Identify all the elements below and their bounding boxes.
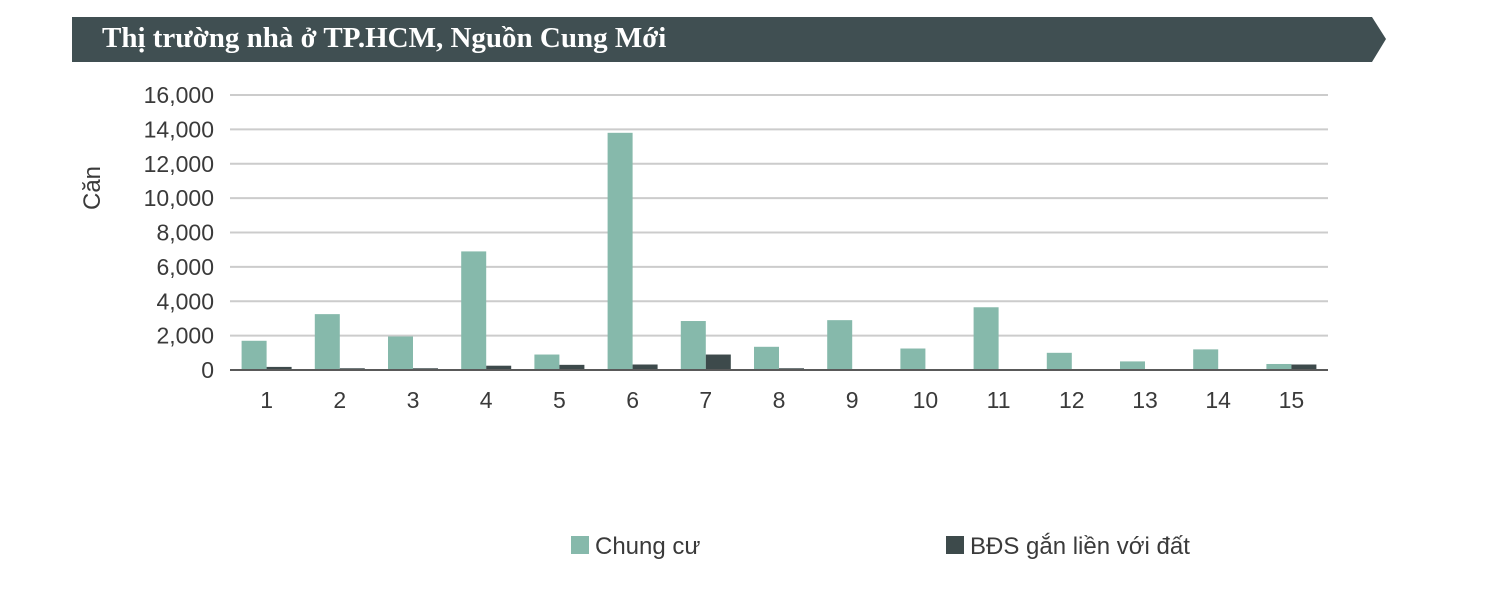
y-tick-label: 2,000 [156, 323, 214, 349]
bar-chung-cu [1120, 361, 1145, 370]
y-tick-label: 10,000 [144, 185, 214, 211]
x-tick-label: 4 [480, 387, 493, 413]
x-tick-label: 6 [626, 387, 639, 413]
x-tick-label: 7 [699, 387, 712, 413]
bar-chung-cu [534, 354, 560, 370]
banner-arrow-shape [72, 17, 1386, 62]
bar-chung-cu [461, 251, 487, 370]
bar-bds-gan-lien-voi-dat [486, 365, 512, 370]
legend-label: BĐS gắn liền với đất [970, 533, 1190, 560]
x-tick-label: 5 [553, 387, 566, 413]
bar-chung-cu [973, 307, 999, 370]
x-tick-label: 12 [1059, 387, 1085, 413]
x-tick-label: 1 [260, 387, 273, 413]
y-tick-label: 6,000 [156, 254, 214, 280]
bar-bds-gan-lien-voi-dat [559, 364, 585, 370]
bar-chung-cu [827, 320, 853, 370]
x-axis-ticks: 1 2 3 4 5 6 7 8 9 10 11 12 13 14 15 [260, 387, 1304, 413]
y-tick-label: 16,000 [144, 82, 214, 108]
x-tick-label: 3 [407, 387, 420, 413]
bar-chung-cu [900, 348, 926, 370]
x-tick-label: 8 [773, 387, 786, 413]
y-tick-label: 8,000 [156, 220, 214, 246]
gridlines [230, 94, 1328, 337]
legend-swatch [571, 536, 589, 554]
bar-bds-gan-lien-voi-dat [632, 364, 658, 370]
bar-chung-cu [241, 340, 267, 370]
bar-bds-gan-lien-voi-dat [266, 366, 292, 370]
bar-chung-cu [607, 132, 633, 370]
legend-swatch [946, 536, 964, 554]
chart-title: Thị trường nhà ở TP.HCM, Nguồn Cung Mới [102, 22, 666, 54]
legend-item-chung-cu: Chung cư [571, 533, 700, 560]
y-tick-label: 4,000 [156, 288, 214, 314]
y-tick-label: 12,000 [144, 151, 214, 177]
x-tick-label: 15 [1279, 387, 1305, 413]
bar-chung-cu [314, 314, 340, 370]
y-axis-ticks: 0 2,000 4,000 6,000 8,000 10,000 12,000 14,000 1… [144, 82, 214, 383]
bar-chung-cu [1266, 363, 1292, 370]
bars [241, 132, 1317, 370]
y-tick-label: 14,000 [144, 116, 214, 142]
y-tick-label: 0 [201, 357, 214, 383]
x-tick-label: 10 [913, 387, 939, 413]
y-axis-label: Căn [79, 166, 106, 210]
x-tick-label: 13 [1132, 387, 1158, 413]
bar-bds-gan-lien-voi-dat [705, 354, 731, 370]
x-tick-label: 11 [987, 387, 1011, 413]
bar-chung-cu [1046, 352, 1072, 370]
legend: Chung cư BĐS gắn liền với đất [571, 533, 1190, 560]
x-tick-label: 14 [1205, 387, 1231, 413]
bar-chung-cu [388, 336, 413, 370]
chart-title-banner: Thị trường nhà ở TP.HCM, Nguồn Cung Mới [72, 17, 1386, 62]
bar-chung-cu [1193, 349, 1219, 370]
bar-chung-cu [754, 346, 779, 370]
x-tick-label: 2 [333, 387, 346, 413]
legend-item-bds: BĐS gắn liền với đất [946, 533, 1190, 560]
bar-chung-cu [680, 321, 706, 370]
legend-label: Chung cư [595, 533, 700, 560]
bar-bds-gan-lien-voi-dat [1291, 364, 1317, 370]
x-tick-label: 9 [846, 387, 859, 413]
